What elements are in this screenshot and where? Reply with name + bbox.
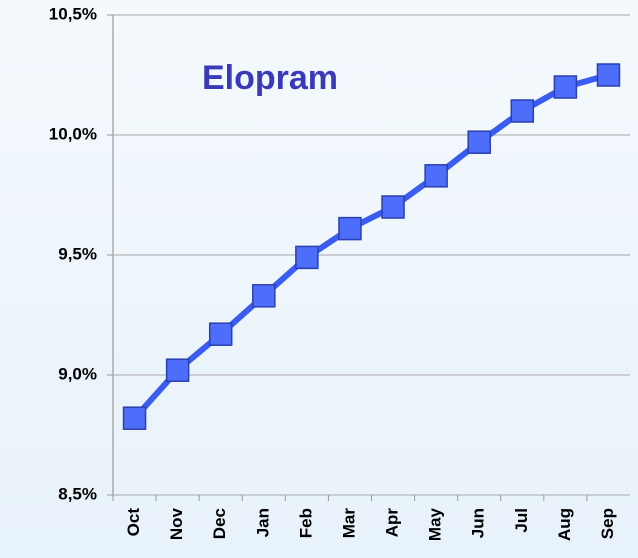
- y-tick-label: 9,0%: [58, 364, 97, 383]
- marker: [252, 284, 276, 308]
- marker: [295, 245, 319, 270]
- x-tick-label: Oct: [124, 508, 143, 537]
- x-tick-label: Dec: [210, 508, 229, 539]
- marker: [510, 99, 535, 123]
- marker: [381, 195, 405, 219]
- x-tick-label: Jun: [469, 508, 488, 538]
- marker: [122, 406, 147, 430]
- x-tick-label: May: [426, 507, 445, 541]
- x-tick-label: Aug: [555, 508, 574, 541]
- y-tick-label: 8,5%: [58, 484, 97, 503]
- x-tick-label: Jul: [512, 508, 531, 533]
- marker: [467, 130, 491, 154]
- x-tick-label: Jan: [253, 508, 272, 537]
- marker: [553, 75, 578, 99]
- marker: [338, 216, 362, 241]
- x-tick-label: Apr: [383, 508, 402, 538]
- marker: [596, 63, 621, 87]
- marker: [208, 322, 233, 346]
- marker: [165, 358, 190, 382]
- y-tick-label: 10,0%: [49, 124, 97, 143]
- y-tick-label: 10,5%: [49, 4, 97, 23]
- x-tick-label: Feb: [296, 508, 315, 538]
- marker: [424, 164, 448, 188]
- x-tick-label: Mar: [339, 508, 358, 539]
- chart-title: Elopram: [202, 59, 338, 97]
- x-tick-label: Sep: [598, 508, 617, 539]
- y-tick-label: 9,5%: [58, 244, 97, 263]
- x-tick-label: Nov: [167, 507, 186, 540]
